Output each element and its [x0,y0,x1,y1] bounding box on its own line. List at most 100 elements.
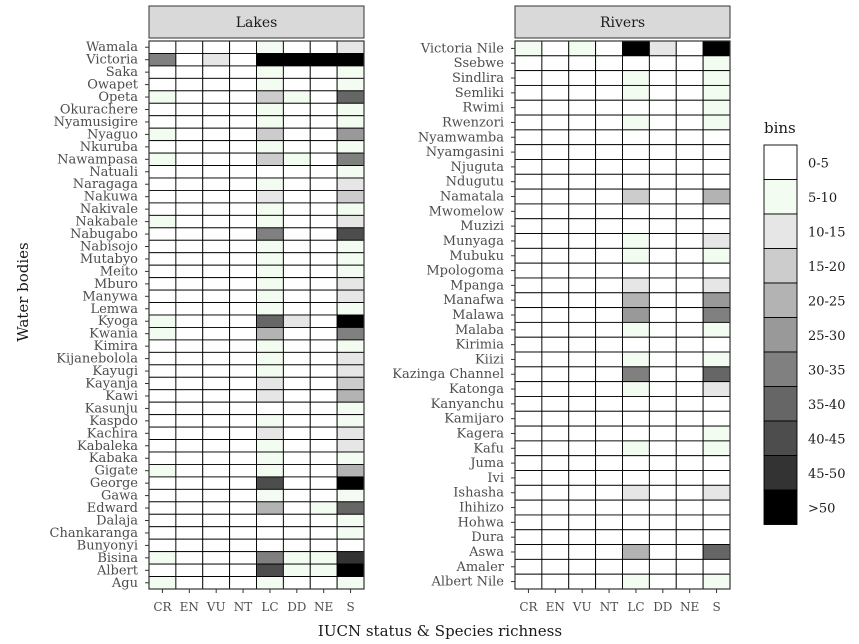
cell-kaspdo-dd [282,414,311,428]
cell-kasunju-s [336,401,365,416]
legend-key-1 [763,179,798,215]
cell-wamala-nt [229,40,257,54]
cell-chankaranga-ne [309,526,338,540]
cell-nakabale-dd [282,214,311,229]
cell-meito-en [175,264,204,279]
cell-kaspdo-lc [256,414,284,428]
cell-kafu-lc [622,440,650,457]
cell-nakabale-lc [256,214,284,229]
row-label-nabugabo: Nabugabo [70,227,138,242]
cell-victoria-en [175,53,204,67]
cell-wamala-ne [309,40,338,54]
cell-nabisojo-cr [148,239,177,254]
cell-kayanja-nt [229,376,257,391]
col-label-rivers-s: S [712,600,720,614]
row-label-nyamwamba: Nyamwamba [418,130,504,145]
cell-nabisojo-ne [309,239,338,254]
cell-kyoga-en [175,314,204,328]
cell-dalaja-dd [282,513,311,528]
row-label-kamijaro: Kamijaro [444,412,504,427]
cell-agu-cr [148,576,177,590]
cell-ihihizo-nt [595,499,623,516]
cell-manywa-cr [148,289,177,303]
cell-semliki-vu [568,84,597,101]
cell-rwimi-s [702,99,731,116]
cell-okurachere-s [336,102,365,117]
legend-key-6 [763,351,798,387]
cell-nakuwa-en [175,190,204,204]
cell-kimira-vu [202,339,231,353]
cell-nakuwa-cr [148,190,177,204]
cell-okurachere-vu [202,102,231,117]
cell-njuguta-nt [595,159,623,175]
cell-kanyanchu-nt [595,396,623,412]
row-label-victoria: Victoria [85,53,138,68]
cell-kagera-nt [595,425,623,442]
cell-mburo-ne [309,277,338,291]
cell-george-dd [282,476,311,490]
cell-ndugutu-dd [648,173,677,190]
cell-lemwa-en [175,302,204,316]
cell-victoria-nile-s [702,40,731,57]
row-label-naragaga: Naragaga [73,177,138,192]
cell-kamijaro-vu [568,410,597,427]
cell-lemwa-dd [282,302,311,316]
cell-mpologoma-vu [568,262,597,279]
cell-njuguta-lc [622,159,650,175]
cell-george-nt [229,476,257,490]
legend-label-9: 45-50 [808,467,845,482]
strip-rivers [514,5,731,39]
cell-mwomelow-cr [514,203,543,220]
cell-mubuku-vu [568,247,597,264]
cell-nkuruba-s [336,140,365,154]
cell-nkuruba-dd [282,140,311,154]
cell-njuguta-vu [568,159,597,175]
cell-amaler-en [541,558,570,575]
cell-nakuwa-lc [256,190,284,204]
row-label-bisina: Bisina [97,551,138,566]
cell-victoria-nile-ne [675,40,704,57]
cell-hohwa-s [702,514,731,531]
cell-kafu-nt [595,440,623,457]
cell-mubuku-dd [648,247,677,264]
cell-kimira-cr [148,339,177,353]
cell-semliki-ne [675,84,704,101]
cell-mpologoma-lc [622,262,650,279]
cell-gigate-dd [282,464,311,478]
cell-nabugabo-s [336,227,365,241]
cell-kamijaro-nt [595,410,623,427]
cell-kazinga-channel-cr [514,366,543,383]
cell-kachira-ne [309,426,338,440]
row-label-albert-nile: Albert Nile [430,575,504,590]
cell-lemwa-s [336,302,365,316]
cell-kagera-ne [675,425,704,442]
cell-lemwa-lc [256,302,284,316]
cell-muzizi-en [541,218,570,234]
cell-kawi-lc [256,389,284,403]
cell-ishasha-cr [514,484,543,501]
legend-label-7: 35-40 [808,398,845,413]
row-label-gawa: Gawa [101,489,138,504]
cell-kagera-lc [622,425,650,442]
cell-nyamwamba-dd [648,129,677,146]
cell-nakivale-s [336,202,365,216]
cell-nyamwamba-en [541,129,570,146]
cell-nyamusigire-cr [148,115,177,129]
cell-ssebwe-en [541,55,570,72]
cell-dalaja-nt [229,513,257,528]
row-label-george: George [90,476,138,491]
cell-munyaga-en [541,233,570,249]
cell-kawi-nt [229,389,257,403]
cell-mubuku-cr [514,247,543,264]
row-label-ndugutu: Ndugutu [446,175,504,190]
cell-kwania-dd [282,327,311,341]
cell-kagera-vu [568,425,597,442]
cell-nyaguo-lc [256,127,284,142]
cell-bisina-cr [148,551,177,565]
cell-kabaka-nt [229,451,257,465]
cell-ishasha-vu [568,484,597,501]
heatmap-panels: Lakes WamalaVictoriaSakaOwapetOpetaOkurac… [50,5,731,614]
row-label-rwenzori: Rwenzori [442,115,504,130]
cell-dalaja-lc [256,513,284,528]
row-label-hohwa: Hohwa [458,515,505,530]
